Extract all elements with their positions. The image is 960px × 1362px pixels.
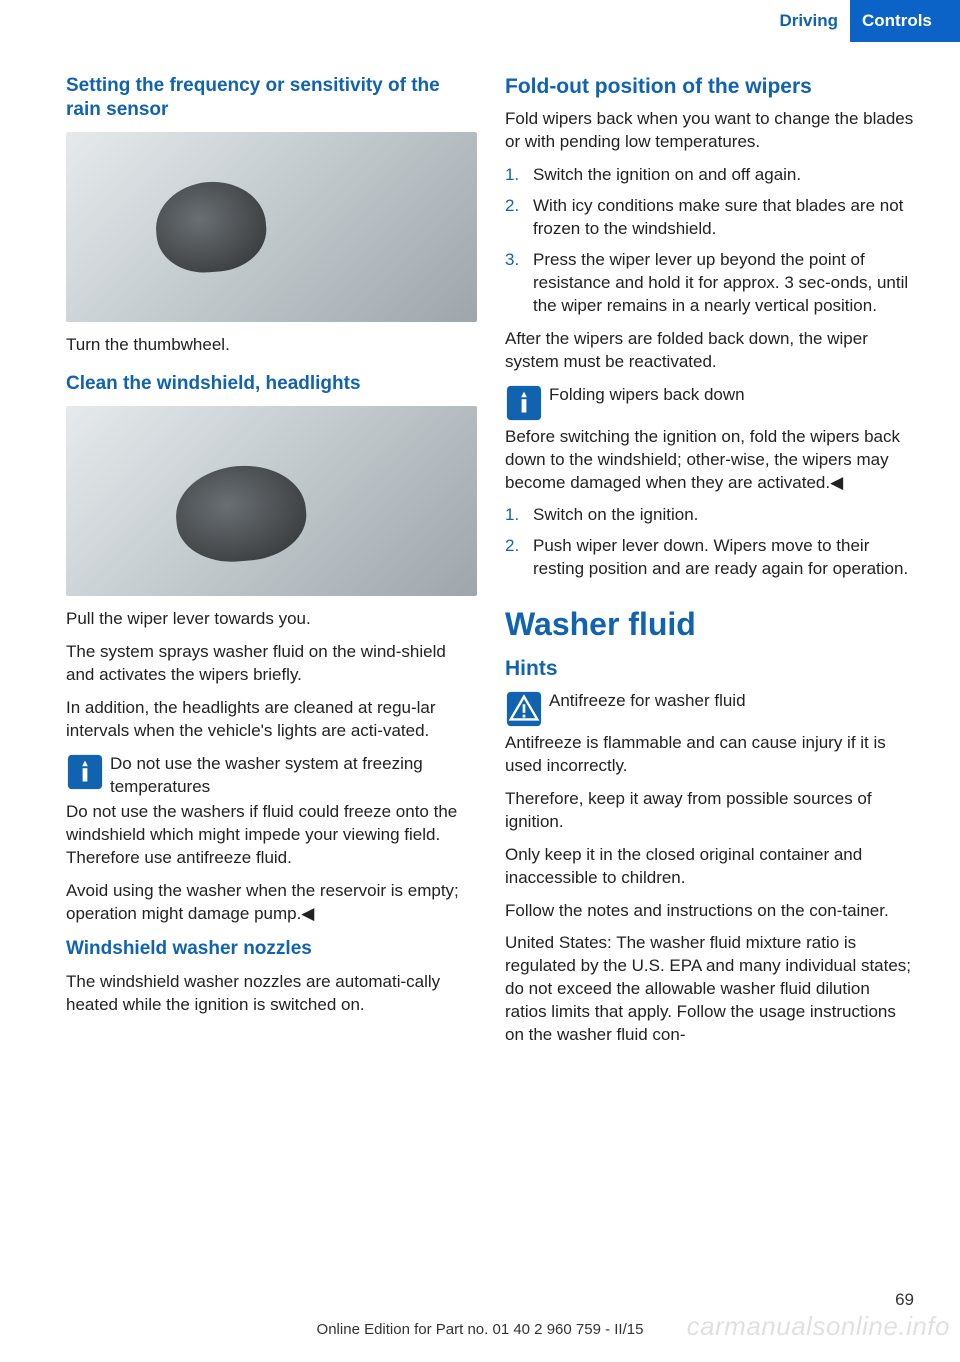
step-r2: 2.Push wiper lever down. Wipers move to … — [505, 535, 916, 581]
step-num-3: 3. — [505, 249, 533, 272]
heading-rain-sensor: Setting the frequency or sensitivity of … — [66, 74, 477, 122]
note-fold-back-lead: Folding wipers back down — [549, 384, 745, 407]
step-num-r2: 2. — [505, 535, 533, 558]
step-num-r1: 1. — [505, 504, 533, 527]
page-header: Driving Controls — [0, 0, 960, 42]
text-turn-thumbwheel: Turn the thumbwheel. — [66, 334, 477, 357]
text-no-freeze: Do not use the washers if fluid could fr… — [66, 801, 477, 870]
figure-thumbwheel — [66, 132, 477, 322]
page-number: 69 — [895, 1290, 914, 1310]
warning-icon — [505, 690, 549, 730]
step-1-text: Switch the ignition on and off again. — [533, 165, 801, 184]
step-r1: 1.Switch on the ignition. — [505, 504, 916, 527]
note-antifreeze-lead: Antifreeze for washer fluid — [549, 690, 746, 713]
note-fold-back: Folding wipers back down Before switchin… — [505, 384, 916, 424]
step-num-1: 1. — [505, 164, 533, 187]
footer-line: Online Edition for Part no. 01 40 2 960 … — [0, 1321, 960, 1338]
step-3-text: Press the wiper lever up beyond the poin… — [533, 250, 908, 315]
heading-hints: Hints — [505, 656, 916, 682]
heading-clean-windshield: Clean the windshield, headlights — [66, 372, 477, 396]
header-section-left: Driving — [740, 0, 850, 42]
text-reservoir-empty: Avoid using the washer when the reservoi… — [66, 880, 477, 926]
text-us-epa: United States: The washer fluid mixture … — [505, 932, 916, 1047]
text-pull-lever: Pull the wiper lever towards you. — [66, 608, 477, 631]
step-r2-text: Push wiper lever down. Wipers move to th… — [533, 536, 908, 578]
left-column: Setting the frequency or sensitivity of … — [66, 74, 477, 1057]
text-spray: The system sprays washer fluid on the wi… — [66, 641, 477, 687]
heading-fold-out: Fold-out position of the wipers — [505, 74, 916, 100]
text-reactivate: After the wipers are folded back down, t… — [505, 328, 916, 374]
info-icon — [66, 753, 110, 793]
text-container: Only keep it in the closed original cont… — [505, 844, 916, 890]
note-fold-back-cont: Before switching the ignition on, fold t… — [505, 426, 916, 495]
figure-wiper-lever — [66, 406, 477, 596]
step-2: 2.With icy conditions make sure that bla… — [505, 195, 916, 241]
step-2-text: With icy conditions make sure that blade… — [533, 196, 903, 238]
heading-washer-fluid: Washer fluid — [505, 605, 916, 643]
step-r1-text: Switch on the ignition. — [533, 505, 698, 524]
text-ignition-sources: Therefore, keep it away from possible so… — [505, 788, 916, 834]
note-antifreeze: Antifreeze for washer fluid — [505, 690, 916, 730]
text-nozzles-heated: The windshield washer nozzles are automa… — [66, 971, 477, 1017]
step-3: 3.Press the wiper lever up beyond the po… — [505, 249, 916, 318]
text-follow-notes: Follow the notes and instructions on the… — [505, 900, 916, 923]
text-headlights: In addition, the headlights are cleaned … — [66, 697, 477, 743]
step-1: 1.Switch the ignition on and off again. — [505, 164, 916, 187]
right-column: Fold-out position of the wipers Fold wip… — [505, 74, 916, 1057]
note-antifreeze-cont: Antifreeze is flammable and can cause in… — [505, 732, 916, 778]
note-freezing: Do not use the washer system at freezing… — [66, 753, 477, 799]
steps-fold-out: 1.Switch the ignition on and off again. … — [505, 164, 916, 318]
text-fold-back: Fold wipers back when you want to change… — [505, 108, 916, 154]
info-icon — [505, 384, 549, 424]
step-num-2: 2. — [505, 195, 533, 218]
page-body: Setting the frequency or sensitivity of … — [0, 42, 960, 1057]
header-section-right: Controls — [850, 0, 960, 42]
figure-lever-icon — [172, 461, 310, 567]
steps-reactivate: 1.Switch on the ignition. 2.Push wiper l… — [505, 504, 916, 581]
heading-washer-nozzles: Windshield washer nozzles — [66, 937, 477, 961]
figure-knob-icon — [152, 177, 269, 276]
note-freezing-lead: Do not use the washer system at freezing… — [110, 753, 477, 799]
